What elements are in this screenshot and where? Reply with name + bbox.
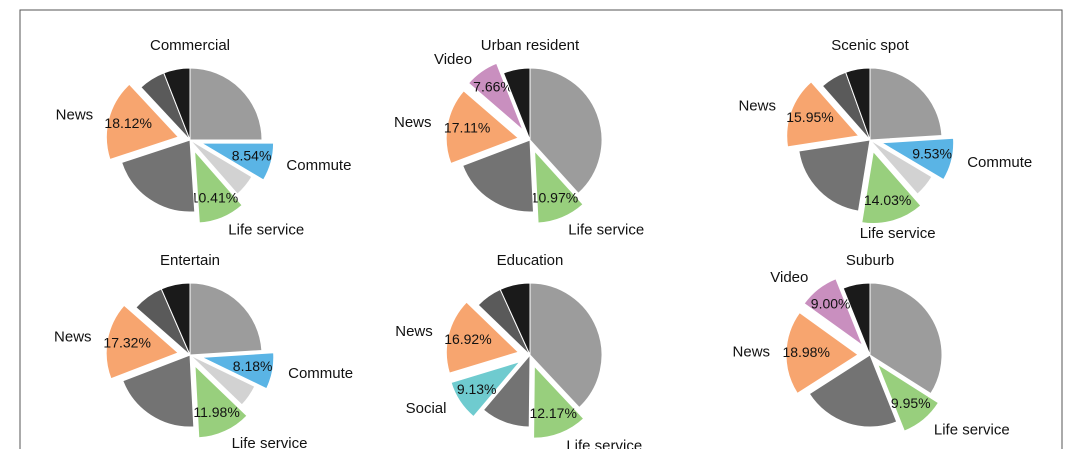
pie-slice <box>467 62 524 131</box>
pie-slice <box>502 67 531 141</box>
pie-slice <box>786 81 860 148</box>
pie-slice <box>499 282 531 356</box>
pie-title: Urban resident <box>481 37 580 54</box>
value-label: 7.66% <box>473 79 513 95</box>
pie-slice <box>842 282 871 356</box>
pie-slice <box>798 139 871 212</box>
pie-slice <box>869 139 933 195</box>
value-label: 10.97% <box>531 190 578 206</box>
pie-title: Education <box>497 252 564 269</box>
pie-slice <box>163 67 191 141</box>
value-label: 17.11% <box>444 120 490 136</box>
pie-slice <box>445 301 520 374</box>
pie-slice <box>869 67 943 141</box>
category-label: News <box>733 343 771 360</box>
pie-slice <box>880 137 955 181</box>
value-label: 18.98% <box>782 344 829 360</box>
pie-slice <box>194 364 248 439</box>
category-label: Commute <box>286 157 351 174</box>
category-label: Life service <box>232 435 308 449</box>
pie-slice <box>450 360 522 418</box>
category-label: Video <box>770 269 808 286</box>
pie-slice <box>803 278 864 347</box>
category-label: News <box>56 107 94 124</box>
category-label: Life service <box>566 437 642 449</box>
pie-slice <box>189 282 263 356</box>
pie-slice <box>199 142 275 181</box>
pie-slice <box>445 90 520 165</box>
pie-slice <box>785 311 859 395</box>
pie-slice <box>529 67 603 194</box>
value-label: 8.54% <box>232 148 272 164</box>
category-label: News <box>395 323 433 340</box>
pie-slice <box>845 67 871 141</box>
pie-slice <box>193 149 243 224</box>
pie-slice <box>534 149 584 224</box>
category-label: Social <box>406 400 447 417</box>
value-label: 17.32% <box>103 334 150 350</box>
category-label: Life service <box>568 221 644 238</box>
pie-slice <box>533 364 585 439</box>
pie-slice <box>199 352 275 390</box>
pie-slice <box>122 354 195 428</box>
pie-slice <box>160 282 191 356</box>
pie-slice <box>462 139 535 213</box>
pie-slice <box>529 282 603 409</box>
pie-slice <box>482 353 531 428</box>
pie-slice <box>861 150 922 224</box>
pie-title: Entertain <box>160 252 220 269</box>
value-label: 10.41% <box>191 190 238 206</box>
value-label: 15.95% <box>786 109 833 125</box>
value-label: 12.17% <box>529 405 576 421</box>
pie-title: Scenic spot <box>831 37 909 54</box>
value-label: 9.53% <box>912 146 952 162</box>
value-label: 14.03% <box>864 192 911 208</box>
category-label: Life service <box>228 221 304 238</box>
pie-slice <box>120 139 196 213</box>
value-label: 9.00% <box>811 295 851 311</box>
category-label: News <box>54 329 92 346</box>
category-label: Commute <box>967 154 1032 171</box>
category-label: Life service <box>934 421 1010 438</box>
category-label: Life service <box>860 225 936 242</box>
category-label: Video <box>434 51 472 68</box>
pie-title: Commercial <box>150 37 230 54</box>
category-label: News <box>738 98 776 115</box>
pie-slice <box>808 354 898 428</box>
value-label: 8.18% <box>233 358 273 374</box>
value-label: 18.12% <box>104 115 151 131</box>
category-label: News <box>394 114 432 131</box>
value-label: 9.95% <box>891 395 931 411</box>
frame <box>19 9 1063 449</box>
value-label: 16.92% <box>444 331 491 347</box>
pie-slice <box>869 282 943 395</box>
category-label: Commute <box>288 365 353 382</box>
pie-title: Suburb <box>846 252 894 269</box>
pie-slice <box>189 354 256 406</box>
pie-slice <box>105 83 180 161</box>
value-label: 11.98% <box>193 404 239 420</box>
pie-slice <box>105 304 180 380</box>
value-label: 9.13% <box>457 381 497 397</box>
pie-slice <box>189 139 253 195</box>
pie-slice <box>876 362 940 432</box>
pie-slice <box>189 67 263 141</box>
